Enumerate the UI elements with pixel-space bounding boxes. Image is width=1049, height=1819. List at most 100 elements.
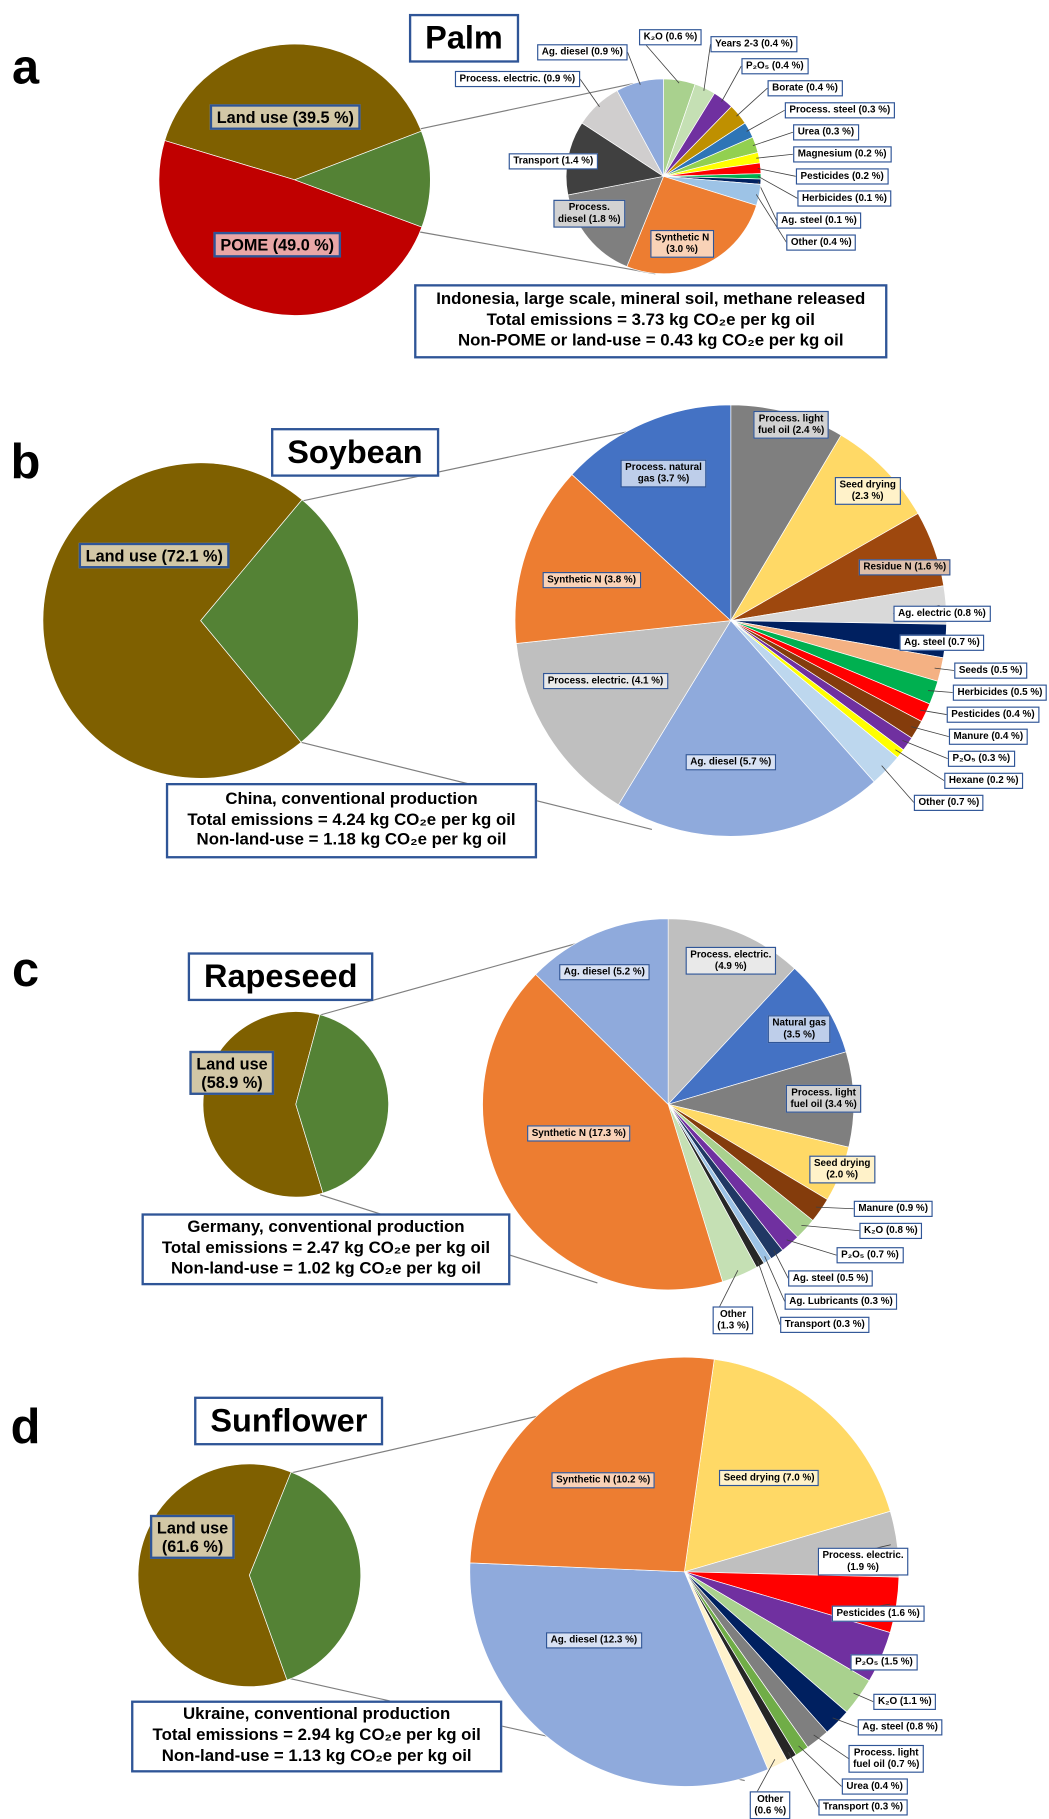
slice-label: Ag. diesel (0.9 %) <box>537 44 628 61</box>
slice-label: Other (0.6 %) <box>749 1791 791 1819</box>
slice-label: P₂O₅ (0.3 %) <box>947 750 1015 767</box>
leader-line <box>788 1751 819 1808</box>
slice-label: Ag. diesel (5.7 %) <box>685 754 776 771</box>
slice-label: Synthetic N (3.0 %) <box>650 229 714 258</box>
slice-label: Pesticides (1.6 %) <box>831 1605 925 1622</box>
slice-label: Process. electric. (1.9 %) <box>817 1547 909 1576</box>
slice-label: Process. light fuel oil (0.7 %) <box>848 1744 925 1773</box>
slice-label: Seed drying (2.3 %) <box>834 477 901 505</box>
slice-label: Ag. steel (0.8 %) <box>857 1719 943 1736</box>
panel-letter: c <box>11 941 40 997</box>
slice-label: K₂O (0.8 %) <box>859 1222 923 1239</box>
pie-slice <box>469 1562 769 1787</box>
slice-label: Hexane (0.2 %) <box>944 772 1024 789</box>
pie-slice <box>617 620 875 837</box>
annotation: Non-POME or land-use = 0.43 kg CO₂e per … <box>457 331 844 351</box>
slice-label: Process. electric. (4.1 %) <box>543 672 668 689</box>
slice-label: P₂O₅ (0.4 %) <box>741 58 809 75</box>
leader-line <box>757 181 777 221</box>
slice-label: Land use (39.5 %) <box>209 104 361 130</box>
slice-label: Herbicides (0.1 %) <box>797 190 892 207</box>
info-box: China, conventional production Total emis… <box>165 783 538 859</box>
pie-slice <box>571 404 732 622</box>
slice-label: P₂O₅ (0.7 %) <box>836 1247 904 1264</box>
slice-label: Other (0.7 %) <box>913 794 984 811</box>
slice-label: Other (1.3 %) <box>712 1306 754 1334</box>
slice-label: K₂O (1.1 %) <box>873 1693 937 1710</box>
leader-line <box>579 78 600 108</box>
slice-label: Other (0.4 %) <box>786 234 857 251</box>
slice-label: Seeds (0.5 %) <box>954 662 1028 679</box>
annotation: Indonesia, large scale, mineral soil, me… <box>436 290 866 310</box>
slice-label: Land use (58.9 %) <box>189 1050 275 1096</box>
leader-line <box>881 765 915 803</box>
slice-label: Ag. diesel (12.3 %) <box>545 1632 642 1649</box>
panel-title: Rapeseed <box>187 952 374 1002</box>
connector-line <box>415 82 634 131</box>
pie-slice <box>515 620 732 806</box>
slice-label: Process. steel (0.3 %) <box>784 102 895 119</box>
slice-label: Transport (0.3 %) <box>818 1799 908 1816</box>
slice-label: Seed drying (2.0 %) <box>809 1155 876 1183</box>
leader-line <box>911 726 949 737</box>
leader-line <box>934 667 955 671</box>
leader-line <box>627 52 641 85</box>
annotation: Total emissions = 3.73 kg CO₂e per kg oi… <box>486 311 815 330</box>
slice-label: Process. light fuel oil (2.4 %) <box>753 410 829 439</box>
slice-label: Herbicides (0.5 %) <box>952 684 1048 701</box>
slice-label: Manure (0.4 %) <box>948 728 1028 745</box>
slice-label: POME (49.0 %) <box>213 231 342 258</box>
pie-slice <box>42 462 303 779</box>
slice-label: K₂O (0.6 %) <box>638 29 702 46</box>
panel-letter: b <box>10 433 41 489</box>
panel-letter: d <box>10 1398 41 1454</box>
pie-slice <box>683 1358 891 1573</box>
slice-label: Ag. diesel (5.2 %) <box>559 964 650 981</box>
leader-line <box>815 1206 854 1210</box>
slice-label: Pesticides (0.2 %) <box>795 168 889 185</box>
leader-line <box>902 739 948 760</box>
pie-slice <box>514 474 732 644</box>
slice-label: Process. light fuel oil (3.4 %) <box>785 1084 862 1113</box>
leader-line <box>756 153 793 159</box>
annotation: Non-land-use = 1.13 kg CO₂e per kg oil <box>161 1746 472 1766</box>
slice-label: Seed drying (7.0 %) <box>718 1469 820 1486</box>
annotation: Total emissions = 2.47 kg CO₂e per kg oi… <box>161 1239 491 1258</box>
pie-slice <box>249 1471 362 1681</box>
annotation: China, conventional production <box>225 789 478 809</box>
slice-label: Land use (61.6 %) <box>149 1514 236 1560</box>
slice-label: Transport (0.3 %) <box>780 1316 870 1333</box>
slice-label: Synthetic N (3.8 %) <box>542 572 641 588</box>
info-box: Germany, conventional production Total em… <box>141 1213 511 1286</box>
slice-label: Manure (0.9 %) <box>853 1200 933 1217</box>
annotation: Ukraine, conventional production <box>183 1705 451 1725</box>
slice-label: Synthetic N (10.2 %) <box>551 1472 655 1489</box>
slice-label: Urea (0.4 %) <box>841 1778 908 1795</box>
leader-line <box>757 168 796 177</box>
leader-line <box>757 1260 781 1325</box>
leader-line <box>757 175 798 199</box>
slice-label: Land use (72.1 %) <box>78 542 230 569</box>
leader-line <box>755 194 787 243</box>
slice-label: Magnesium (0.2 %) <box>793 146 892 163</box>
slice-label: Ag. steel (0.7 %) <box>899 634 985 651</box>
slice-label: Synthetic N (17.3 %) <box>527 1125 631 1142</box>
leader-line <box>813 1734 849 1759</box>
leader-line <box>853 1692 874 1703</box>
panel-title: Sunflower <box>194 1396 384 1446</box>
annotation: Total emissions = 4.24 kg CO₂e per kg oi… <box>187 810 516 830</box>
slice-label: P₂O₅ (1.5 %) <box>850 1654 918 1671</box>
pie-slice <box>469 1356 715 1573</box>
info-box: Indonesia, large scale, mineral soil, me… <box>414 284 888 359</box>
leader-line <box>752 131 793 147</box>
annotation: Non-land-use = 1.18 kg CO₂e per kg oil <box>196 830 507 850</box>
slice-label: Ag. Lubricants (0.3 %) <box>784 1293 898 1310</box>
leader-line <box>764 1256 786 1302</box>
slice-label: Borate (0.4 %) <box>767 80 843 97</box>
slice-label: Process. diesel (1.8 %) <box>553 199 626 228</box>
slice-label: Residue N (1.6 %) <box>858 559 951 576</box>
panel-title: Palm <box>408 13 520 63</box>
slice-label: Process. electric. (0.9 %) <box>454 70 580 87</box>
slice-label: Ag. electric (0.8 %) <box>893 605 991 622</box>
